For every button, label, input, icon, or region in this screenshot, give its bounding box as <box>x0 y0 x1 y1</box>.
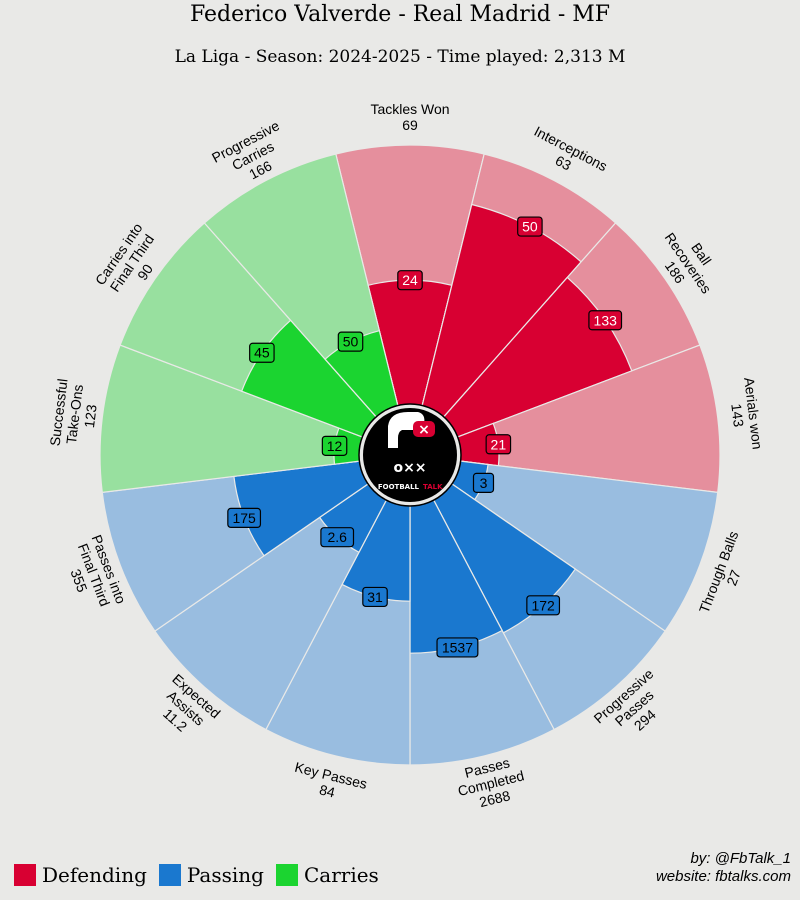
svg-text:o××: o×× <box>393 460 426 476</box>
value-label-carries-into-final-third: 45 <box>254 345 270 361</box>
metric-total-successful-take-ons: 123 <box>81 403 100 428</box>
legend-item-carries: Carries <box>275 863 379 887</box>
credit: by: @FbTalk_1 website: fbtalks.com <box>656 850 791 886</box>
legend-label-defending: Defending <box>42 863 147 887</box>
value-box-tackles-won <box>397 270 423 291</box>
metric-total-interceptions: 63 <box>553 152 574 174</box>
legend-swatch-defending <box>14 864 36 886</box>
legend: Defending Passing Carries <box>14 860 391 890</box>
value-label-successful-take-ons: 12 <box>327 438 343 454</box>
value-box-progressive-passes <box>526 595 561 616</box>
svg-text:×: × <box>418 422 430 438</box>
value-label-expected-assists: 2.6 <box>327 529 347 545</box>
credit-website: website: fbtalks.com <box>655 868 791 885</box>
metric-name-successful-take-ons: Take-Ons <box>63 384 86 445</box>
value-box-expected-assists <box>320 527 355 548</box>
value-box-progressive-carries <box>337 331 364 352</box>
legend-label-carries: Carries <box>303 863 379 887</box>
metric-name-tackles-won: Tackles Won <box>370 101 449 117</box>
credit-author: by: @FbTalk_1 <box>690 850 791 867</box>
metric-name-interceptions: Interceptions <box>532 123 610 174</box>
metric-total-through-balls: 27 <box>723 567 744 587</box>
value-box-successful-take-ons <box>321 435 348 456</box>
metric-total-key-passes: 84 <box>318 781 337 800</box>
value-label-ball-recoveries: 133 <box>594 312 618 328</box>
value-label-passes-into-final-third: 175 <box>232 510 256 526</box>
value-box-ball-recoveries <box>588 310 623 331</box>
value-label-tackles-won: 24 <box>402 272 418 288</box>
value-box-through-balls <box>472 472 495 493</box>
value-label-aerials-won: 21 <box>491 436 507 452</box>
metric-total-tackles-won: 69 <box>402 117 418 133</box>
metric-total-passes-into-final-third: 355 <box>67 567 90 595</box>
value-label-through-balls: 3 <box>480 475 488 491</box>
chart-title: Federico Valverde - Real Madrid - MF <box>189 2 611 27</box>
legend-item-defending: Defending <box>14 863 147 887</box>
value-box-passes-completed <box>436 637 479 658</box>
logo-text-right: TALK <box>423 483 443 491</box>
value-box-aerials-won <box>485 434 512 455</box>
value-label-progressive-passes: 172 <box>531 597 555 613</box>
value-box-passes-into-final-third <box>227 507 262 529</box>
legend-label-passing: Passing <box>186 863 264 887</box>
chart-subtitle: La Liga - Season: 2024-2025 - Time playe… <box>174 47 626 67</box>
value-label-key-passes: 31 <box>367 589 383 605</box>
legend-swatch-carries <box>275 864 298 886</box>
legend-item-passing: Passing <box>158 863 264 887</box>
logo-text-left: FOOTBALL <box>378 483 420 491</box>
value-box-interceptions <box>517 216 543 237</box>
football-talk-logo: × o×× FOOTBALL TALK <box>358 403 462 507</box>
metric-total-carries-into-final-third: 90 <box>134 261 156 283</box>
value-label-passes-completed: 1537 <box>442 639 473 655</box>
value-label-progressive-carries: 50 <box>343 334 359 350</box>
value-label-interceptions: 50 <box>522 219 538 235</box>
legend-swatch-passing <box>158 864 181 886</box>
value-box-key-passes <box>362 586 388 608</box>
metric-total-aerials-won: 143 <box>728 403 747 428</box>
metric-total-passes-completed: 2688 <box>478 787 512 810</box>
value-labels: 24 50 133 21 3 172 1537 31 2.6 175 12 45 50 <box>227 216 623 658</box>
value-box-carries-into-final-third <box>249 342 275 363</box>
